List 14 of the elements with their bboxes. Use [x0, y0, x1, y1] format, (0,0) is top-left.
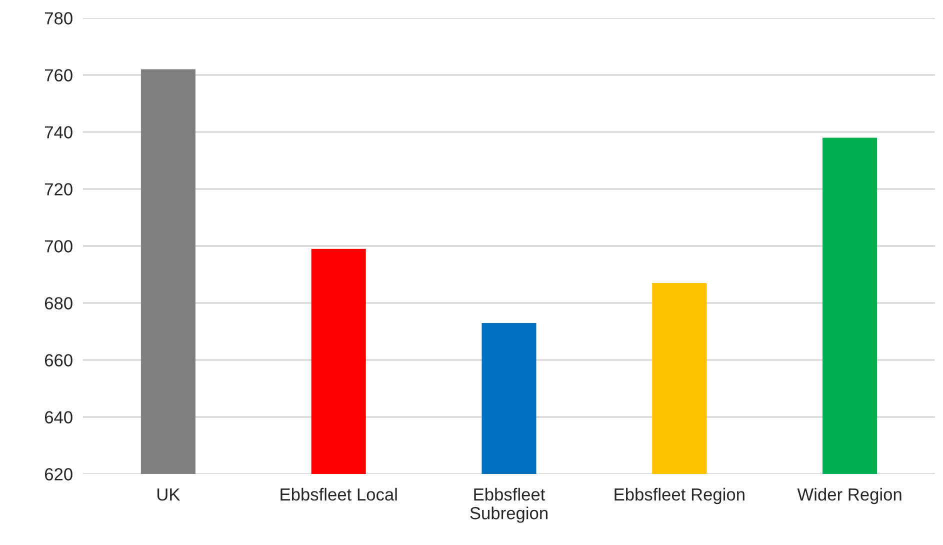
x-tick-label: Ebbsfleet Local: [280, 488, 397, 501]
y-tick-label: 760: [45, 69, 72, 82]
y-tick-label: 640: [44, 411, 72, 424]
x-tick-label: Wider Region: [797, 488, 902, 504]
y-tick-label: 700: [45, 240, 72, 252]
y-tick-label: 780: [45, 12, 72, 24]
y-tick-label: 660: [44, 354, 72, 366]
x-tick-label: UK: [157, 488, 180, 501]
y-tick-label: 620: [44, 468, 72, 480]
x-tick-label: Ebbsfleet Region: [614, 488, 744, 504]
y-tick-label: 720: [45, 183, 72, 196]
x-tick-label: Ebbsfleet Subregion: [470, 488, 548, 523]
y-tick-label: 680: [44, 297, 72, 310]
y-tick-label: 740: [45, 126, 72, 138]
